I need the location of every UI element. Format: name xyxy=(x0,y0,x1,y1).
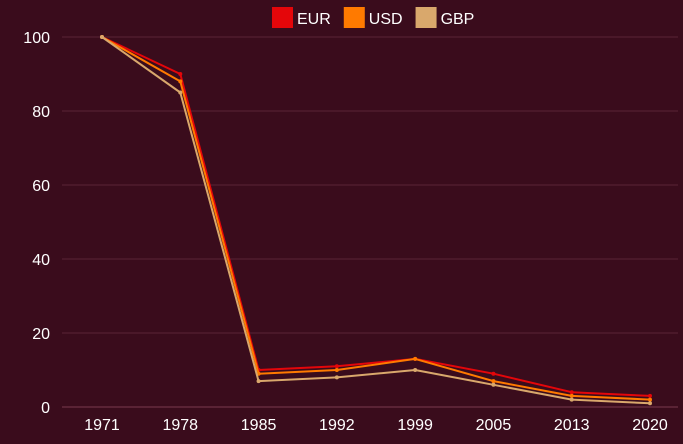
x-tick-label: 1978 xyxy=(162,417,198,434)
y-tick-label: 0 xyxy=(41,400,50,417)
data-point xyxy=(334,364,339,369)
y-tick-label: 20 xyxy=(32,326,50,343)
y-axis-ticks: 0 20 40 60 80 100 xyxy=(23,30,50,417)
data-point xyxy=(256,379,261,384)
x-tick-label: 2005 xyxy=(476,417,512,434)
x-tick-label: 2020 xyxy=(632,417,668,434)
data-point xyxy=(413,356,418,361)
series-lines xyxy=(100,35,652,406)
data-point xyxy=(569,397,574,402)
data-point xyxy=(491,379,496,384)
series-line-usd xyxy=(101,36,651,401)
data-point xyxy=(178,79,183,84)
data-point xyxy=(413,368,418,372)
data-point xyxy=(334,368,339,372)
series-line-eur xyxy=(101,36,651,397)
legend-item-gbp[interactable]: GBP xyxy=(415,7,475,28)
legend: EUR USD GBP xyxy=(272,7,474,28)
y-tick-label: 100 xyxy=(23,30,50,47)
data-point xyxy=(178,90,183,95)
data-point xyxy=(648,401,652,406)
x-axis-ticks: 1971 1978 1985 1992 1999 2005 2013 2020 xyxy=(84,417,668,434)
data-point xyxy=(569,390,574,395)
legend-item-eur[interactable]: EUR xyxy=(272,7,331,28)
data-point xyxy=(334,375,339,380)
data-point xyxy=(648,397,652,402)
series-gbp xyxy=(100,35,652,406)
x-tick-label: 1985 xyxy=(241,417,277,434)
x-tick-label: 1992 xyxy=(319,417,355,434)
x-tick-label: 2013 xyxy=(554,417,590,434)
gridlines xyxy=(62,36,678,408)
legend-label: USD xyxy=(369,11,403,28)
data-point xyxy=(491,371,496,376)
data-point xyxy=(100,35,104,39)
x-tick-label: 1999 xyxy=(397,417,433,434)
data-point xyxy=(178,72,183,76)
data-point xyxy=(491,382,496,387)
legend-label: GBP xyxy=(441,11,475,28)
legend-swatch xyxy=(415,7,437,28)
y-tick-label: 40 xyxy=(32,252,50,269)
legend-swatch xyxy=(272,7,293,28)
legend-label: EUR xyxy=(297,11,331,28)
data-point xyxy=(569,393,574,398)
y-tick-label: 60 xyxy=(32,178,50,195)
y-tick-label: 80 xyxy=(32,104,50,121)
data-point xyxy=(648,393,652,398)
series-line-gbp xyxy=(101,36,651,405)
series-usd xyxy=(100,35,652,402)
legend-swatch xyxy=(343,7,365,28)
legend-item-usd[interactable]: USD xyxy=(343,7,403,28)
x-tick-label: 1971 xyxy=(84,417,120,434)
